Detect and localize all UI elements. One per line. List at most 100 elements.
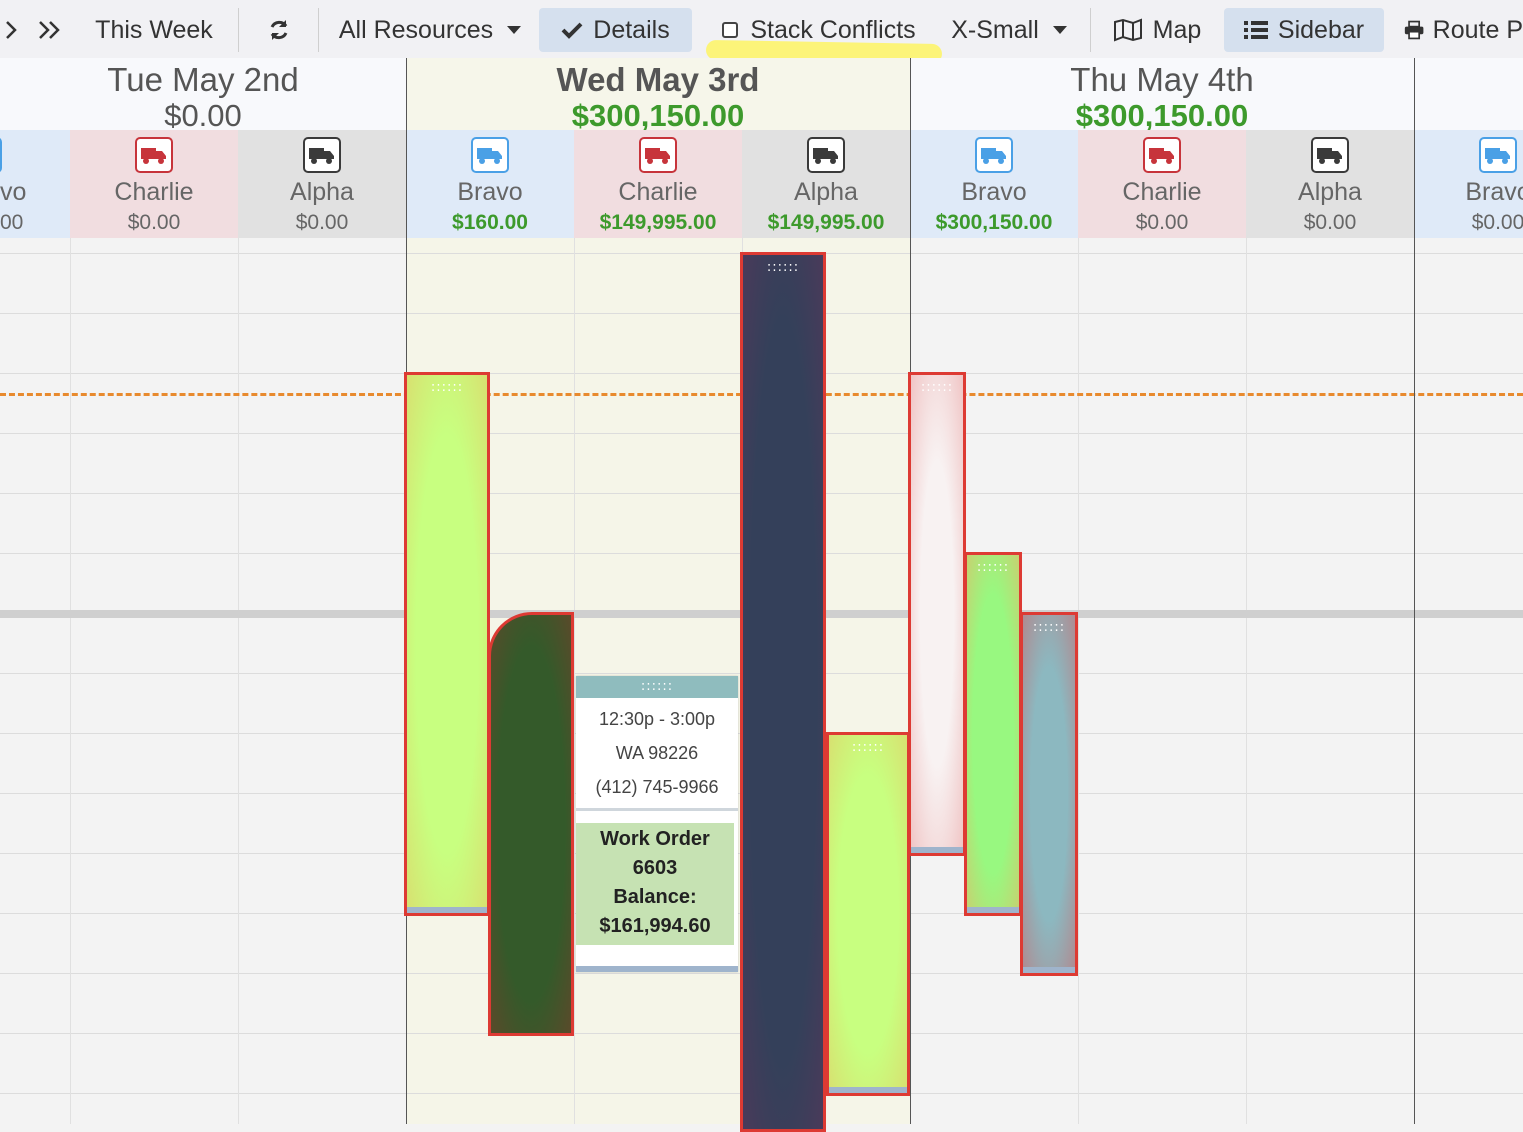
resource-name: Charlie xyxy=(114,178,194,206)
stack-conflicts-checkbox[interactable]: Stack Conflicts xyxy=(708,8,930,52)
drag-handle-icon[interactable]: :::::: xyxy=(851,740,885,755)
column-line xyxy=(574,238,575,1124)
event-block[interactable]: :::::: xyxy=(908,372,966,856)
resource-name: Bravo xyxy=(457,178,523,206)
resource-amount: $0.00 xyxy=(1135,211,1189,234)
truck-icon xyxy=(1479,137,1517,173)
drag-handle-icon[interactable]: :::::: xyxy=(766,260,800,275)
event-zip: WA 98226 xyxy=(615,743,699,763)
drag-handle-icon[interactable]: :::::: xyxy=(920,380,954,395)
column-line xyxy=(70,238,71,1124)
day-header-tue[interactable]: Tue May 2nd $0.00 xyxy=(0,58,406,133)
resource-name: Alpha xyxy=(794,178,858,206)
resource-header-bravo[interactable]: Bravo $0.00 xyxy=(1414,130,1523,238)
resource-name: Alpha xyxy=(1298,178,1362,206)
this-week-button[interactable]: This Week xyxy=(80,8,228,52)
balance-label: Balance: xyxy=(613,886,697,908)
column-line xyxy=(1246,238,1247,1124)
this-week-label: This Week xyxy=(95,15,213,44)
resource-amount: $0.00 xyxy=(1471,211,1523,234)
truck-icon xyxy=(471,137,509,173)
resize-handle[interactable] xyxy=(576,966,738,972)
day-header-next[interactable] xyxy=(1414,58,1523,130)
resource-name: Bravo xyxy=(1465,178,1523,206)
drag-handle-icon[interactable]: :::::: xyxy=(976,560,1010,575)
next-arrow-button[interactable] xyxy=(0,8,22,52)
drag-handle-icon[interactable]: :::::: xyxy=(430,380,464,395)
divider xyxy=(1090,8,1091,52)
event-block[interactable]: :::::: xyxy=(404,372,490,916)
resource-header-charlie[interactable]: Charlie $0.00 xyxy=(70,130,238,238)
event-block[interactable]: :::::: xyxy=(964,552,1022,916)
resource-header-bravo[interactable]: vo 00 xyxy=(0,130,70,238)
route-print-button[interactable]: Route P xyxy=(1396,8,1523,52)
column-line xyxy=(1078,238,1079,1124)
truck-icon xyxy=(807,137,845,173)
map-button[interactable]: Map xyxy=(1102,8,1212,52)
resource-header-bravo[interactable]: Bravo $160.00 xyxy=(406,130,574,238)
event-block[interactable]: :::::: xyxy=(826,732,910,1096)
resource-name: Charlie xyxy=(618,178,698,206)
fast-forward-button[interactable] xyxy=(34,8,66,52)
resource-header-charlie[interactable]: Charlie $149,995.00 xyxy=(574,130,742,238)
resource-amount: 00 xyxy=(0,211,24,234)
resize-handle[interactable] xyxy=(829,1087,907,1093)
resource-name: Alpha xyxy=(290,178,354,206)
map-label: Map xyxy=(1152,15,1202,44)
drag-handle-icon[interactable]: :::::: xyxy=(576,676,738,698)
resource-amount: $149,995.00 xyxy=(767,211,885,234)
event-block[interactable]: :::::: xyxy=(740,252,826,1132)
day-total: $0.00 xyxy=(164,98,242,133)
resource-header-alpha[interactable]: Alpha $149,995.00 xyxy=(742,130,910,238)
day-name: Tue May 2nd xyxy=(107,61,299,98)
size-dropdown[interactable]: X-Small xyxy=(938,8,1080,52)
event-phone: (412) 745-9966 xyxy=(595,777,719,797)
event-detail-card[interactable]: :::::: 12:30p - 3:00p WA 98226 (412) 745… xyxy=(576,676,738,972)
resize-handle[interactable] xyxy=(967,907,1019,913)
details-toggle[interactable]: Details xyxy=(539,8,692,52)
checkbox-icon xyxy=(722,22,739,38)
work-order-number: 6603 xyxy=(632,857,678,879)
divider xyxy=(238,8,239,52)
column-line xyxy=(238,238,239,1124)
resize-handle[interactable] xyxy=(407,907,487,913)
refresh-icon xyxy=(270,20,288,40)
resource-header-bravo[interactable]: Bravo $300,150.00 xyxy=(910,130,1078,238)
resource-header-alpha[interactable]: Alpha $0.00 xyxy=(238,130,406,238)
day-header-thu[interactable]: Thu May 4th $300,150.00 xyxy=(910,58,1414,133)
truck-icon xyxy=(135,137,173,173)
divider xyxy=(576,808,738,811)
event-block[interactable]: :::::: xyxy=(1020,612,1078,976)
checkmark-icon xyxy=(561,22,583,39)
day-name: Thu May 4th xyxy=(1070,61,1254,98)
resource-name: vo xyxy=(0,178,27,206)
caret-down-icon xyxy=(1052,26,1067,34)
day-total: $300,150.00 xyxy=(571,98,745,133)
all-resources-dropdown[interactable]: All Resources xyxy=(330,8,530,52)
resource-name: Bravo xyxy=(961,178,1027,206)
event-block[interactable] xyxy=(488,612,574,1036)
resize-handle[interactable] xyxy=(911,847,963,853)
refresh-button[interactable] xyxy=(250,8,308,52)
resize-handle[interactable] xyxy=(1023,967,1075,973)
day-total: $300,150.00 xyxy=(1075,98,1249,133)
resource-amount: $0.00 xyxy=(1303,211,1357,234)
truck-icon xyxy=(639,137,677,173)
resource-header-alpha[interactable]: Alpha $0.00 xyxy=(1246,130,1414,238)
details-label: Details xyxy=(593,15,670,44)
work-order-label: Work Order xyxy=(600,828,710,850)
day-divider xyxy=(1414,58,1415,1124)
route-label: Route P xyxy=(1432,15,1523,44)
day-name: Wed May 3rd xyxy=(556,61,760,98)
resource-amount: $0.00 xyxy=(295,211,349,234)
size-label: X-Small xyxy=(951,15,1039,44)
sidebar-label: Sidebar xyxy=(1277,15,1365,44)
work-order-summary[interactable]: Work Order 6603 Balance: $161,994.60 xyxy=(576,823,734,945)
drag-handle-icon[interactable]: :::::: xyxy=(1032,620,1066,635)
sidebar-toggle[interactable]: Sidebar xyxy=(1224,8,1384,52)
truck-icon xyxy=(1311,137,1349,173)
day-header-wed[interactable]: Wed May 3rd $300,150.00 xyxy=(406,58,910,133)
resource-header-charlie[interactable]: Charlie $0.00 xyxy=(1078,130,1246,238)
double-chevron-right-icon xyxy=(39,21,60,39)
resource-amount: $149,995.00 xyxy=(599,211,717,234)
